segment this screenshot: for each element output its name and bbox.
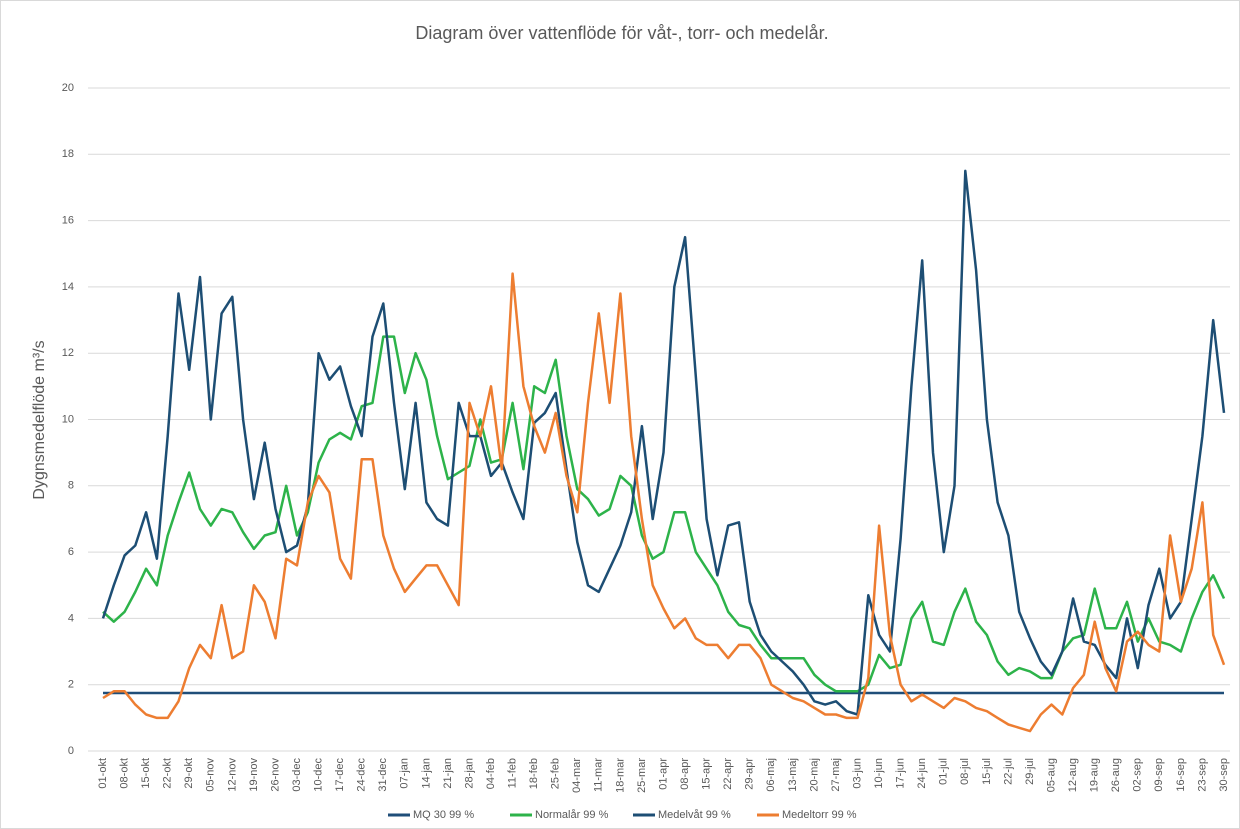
x-tick-label: 08-jul: [959, 758, 971, 785]
x-tick-label: 01-apr: [657, 758, 669, 790]
x-tick-label: 19-nov: [248, 758, 260, 792]
x-tick-label: 17-jun: [895, 758, 907, 789]
x-tick-label: 04-feb: [485, 758, 497, 789]
y-tick-label: 4: [68, 612, 74, 624]
x-tick-label: 03-dec: [291, 758, 303, 792]
x-tick-label: 24-jun: [916, 758, 928, 789]
y-tick-label: 8: [68, 480, 74, 492]
series-line: [102, 272, 1226, 733]
x-tick-label: 13-maj: [787, 758, 799, 792]
y-tick-label: 16: [62, 215, 74, 227]
x-tick-label: 29-jul: [1024, 758, 1036, 785]
legend-label: Medeltorr 99 %: [782, 809, 857, 821]
x-tick-label: 25-feb: [550, 758, 562, 789]
x-tick-label: 03-jun: [851, 758, 863, 789]
y-tick-label: 20: [62, 82, 74, 94]
x-tick-label: 18-feb: [528, 758, 540, 789]
y-tick-label: 2: [68, 679, 74, 691]
y-tick-label: 12: [62, 347, 74, 359]
x-tick-label: 14-jan: [420, 758, 432, 789]
x-tick-label: 20-maj: [808, 758, 820, 792]
y-tick-label: 6: [68, 546, 74, 558]
y-tick-label: 14: [62, 281, 74, 293]
x-tick-label: 23-sep: [1196, 758, 1208, 792]
x-tick-label: 11-mar: [593, 758, 605, 792]
x-tick-label: 10-jun: [873, 758, 885, 789]
chart-title: Diagram över vattenflöde för våt-, torr-…: [415, 23, 828, 43]
x-tick-label: 19-aug: [1089, 758, 1101, 792]
x-tick-label: 15-jul: [981, 758, 993, 785]
x-tick-label: 30-sep: [1218, 758, 1230, 792]
x-tick-label: 17-dec: [334, 758, 346, 792]
x-tick-label: 28-jan: [463, 758, 475, 789]
x-tick-label: 22-okt: [162, 758, 174, 789]
x-tick-label: 08-okt: [118, 758, 130, 789]
x-tick-label: 18-mar: [614, 758, 626, 793]
x-tick-label: 25-mar: [636, 758, 648, 793]
y-tick-label: 18: [62, 148, 74, 160]
x-tick-label: 31-dec: [377, 758, 389, 792]
y-tick-label: 0: [68, 745, 74, 757]
x-tick-label: 07-jan: [399, 758, 411, 789]
x-tick-label: 01-okt: [97, 758, 109, 789]
x-tick-label: 06-maj: [765, 758, 777, 792]
x-tick-label: 02-sep: [1132, 758, 1144, 792]
x-tick-label: 24-dec: [356, 758, 368, 792]
x-tick-label: 26-aug: [1110, 758, 1122, 792]
x-tick-label: 05-aug: [1045, 758, 1057, 792]
x-tick-label: 11-feb: [507, 758, 519, 788]
x-tick-label: 12-nov: [226, 758, 238, 792]
series-line: [101, 169, 1226, 716]
x-tick-label: 27-maj: [830, 758, 842, 792]
series-line: [102, 335, 1226, 693]
x-tick-label: 04-mar: [571, 758, 583, 793]
x-tick-label: 21-jan: [442, 758, 454, 789]
x-tick-label: 22-apr: [722, 758, 734, 790]
x-tick-label: 08-apr: [679, 758, 691, 790]
x-tick-label: 22-jul: [1002, 758, 1014, 785]
y-tick-label: 10: [62, 413, 74, 425]
x-tick-label: 12-aug: [1067, 758, 1079, 792]
legend-label: MQ 30 99 %: [413, 809, 474, 821]
legend-label: Medelvåt 99 %: [658, 809, 731, 821]
legend-label: Normalår 99 %: [535, 809, 609, 821]
x-tick-label: 29-okt: [183, 758, 195, 789]
x-tick-label: 16-sep: [1175, 758, 1187, 792]
x-tick-label: 29-apr: [744, 758, 756, 790]
x-tick-label: 26-nov: [269, 758, 281, 792]
x-tick-label: 01-jul: [938, 758, 950, 785]
x-tick-label: 09-sep: [1153, 758, 1165, 792]
x-tick-label: 15-apr: [701, 758, 713, 790]
x-tick-label: 10-dec: [312, 758, 324, 792]
x-tick-label: 15-okt: [140, 758, 152, 789]
x-tick-label: 05-nov: [205, 758, 217, 792]
y-axis-label: Dygnsmedelflöde m³/s: [31, 340, 48, 499]
